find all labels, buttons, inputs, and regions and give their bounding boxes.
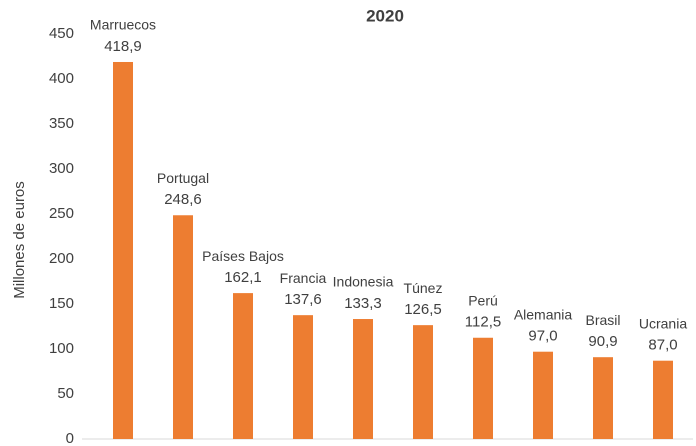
category-label: Portugal bbox=[157, 170, 209, 186]
y-tick-label: 350 bbox=[49, 115, 74, 132]
bar bbox=[533, 351, 553, 439]
bar bbox=[353, 319, 373, 439]
value-label: 87,0 bbox=[648, 337, 677, 354]
value-label: 418,9 bbox=[104, 38, 142, 55]
y-tick-label: 200 bbox=[49, 250, 74, 267]
bar bbox=[233, 293, 253, 439]
bar bbox=[473, 337, 493, 439]
y-tick-label: 450 bbox=[49, 25, 74, 42]
bar bbox=[293, 315, 313, 439]
value-label: 90,9 bbox=[588, 333, 617, 350]
y-tick-label: 100 bbox=[49, 340, 74, 357]
category-label: Francia bbox=[280, 270, 327, 286]
bar bbox=[113, 61, 133, 440]
category-label: Perú bbox=[468, 292, 498, 308]
y-tick-label: 400 bbox=[49, 70, 74, 87]
value-label: 137,6 bbox=[284, 291, 322, 308]
bar bbox=[413, 325, 433, 439]
y-tick-label: 300 bbox=[49, 160, 74, 177]
category-label: Túnez bbox=[404, 280, 443, 296]
category-label: Marruecos bbox=[90, 17, 156, 33]
chart-title: 2020 bbox=[366, 6, 404, 25]
value-label: 248,6 bbox=[164, 191, 202, 208]
value-label: 133,3 bbox=[344, 295, 382, 312]
category-label: Brasil bbox=[585, 312, 620, 328]
category-label: Países Bajos bbox=[202, 248, 284, 264]
y-axis-label: Millones de euros bbox=[11, 181, 28, 299]
y-tick-label: 50 bbox=[57, 385, 74, 402]
category-label: Alemania bbox=[514, 306, 573, 322]
value-label: 162,1 bbox=[224, 269, 262, 286]
bar bbox=[173, 215, 193, 439]
bar bbox=[653, 360, 673, 439]
value-label: 97,0 bbox=[528, 328, 557, 345]
y-tick-label: 250 bbox=[49, 205, 74, 222]
value-label: 112,5 bbox=[465, 314, 501, 331]
y-tick-label: 150 bbox=[49, 295, 74, 312]
value-label: 126,5 bbox=[404, 301, 442, 318]
y-tick-label: 0 bbox=[66, 430, 74, 446]
category-label: Indonesia bbox=[333, 274, 394, 290]
category-label: Ucrania bbox=[639, 315, 687, 331]
bar bbox=[593, 357, 613, 439]
